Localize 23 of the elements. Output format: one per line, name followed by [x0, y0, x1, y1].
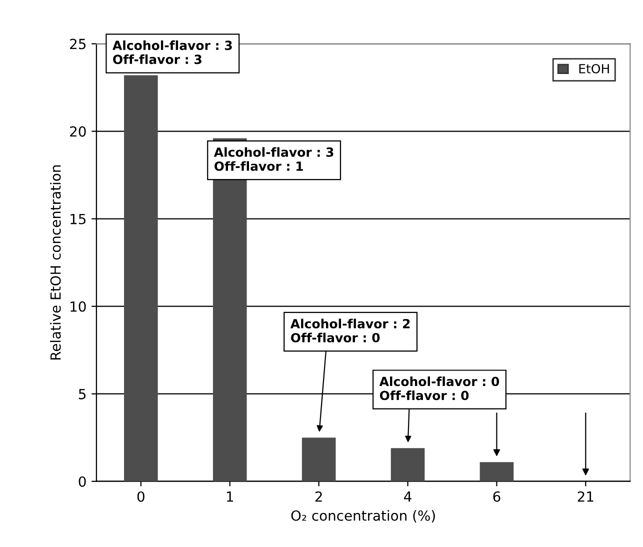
x-tick-label: 1: [226, 492, 234, 502]
bar: [390, 448, 425, 482]
annotation: Alcohol-flavor : 2 Off-flavor : 0: [290, 318, 410, 342]
y-tick-label: 10: [70, 301, 86, 312]
bar: [302, 438, 336, 482]
x-tick-label: 0: [137, 491, 144, 502]
y-tick-label: 5: [78, 388, 86, 400]
bar: [480, 462, 514, 482]
y-axis-title: Relative EtOH concentration: [50, 165, 61, 360]
y-tick-label: 0: [78, 476, 86, 487]
annotation: Alcohol-flavor : 3 Off-flavor : 3: [112, 40, 232, 64]
annotation: Alcohol-flavor : 0 Off-flavor : 0: [379, 376, 500, 400]
y-tick-label: 25: [70, 38, 86, 50]
y-tick-label: 15: [70, 214, 86, 224]
x-axis-title: O₂ concentration (%): [291, 510, 435, 522]
annotation: Alcohol-flavor : 3 Off-flavor : 1: [214, 147, 334, 171]
x-tick-label: 6: [493, 491, 500, 502]
x-tick-label: 21: [578, 491, 594, 502]
y-tick-label: 20: [70, 126, 86, 137]
bar: [124, 75, 158, 482]
x-tick-label: 2: [315, 491, 322, 502]
legend-label: EtOH: [579, 64, 609, 74]
x-tick-label: 4: [404, 492, 412, 502]
